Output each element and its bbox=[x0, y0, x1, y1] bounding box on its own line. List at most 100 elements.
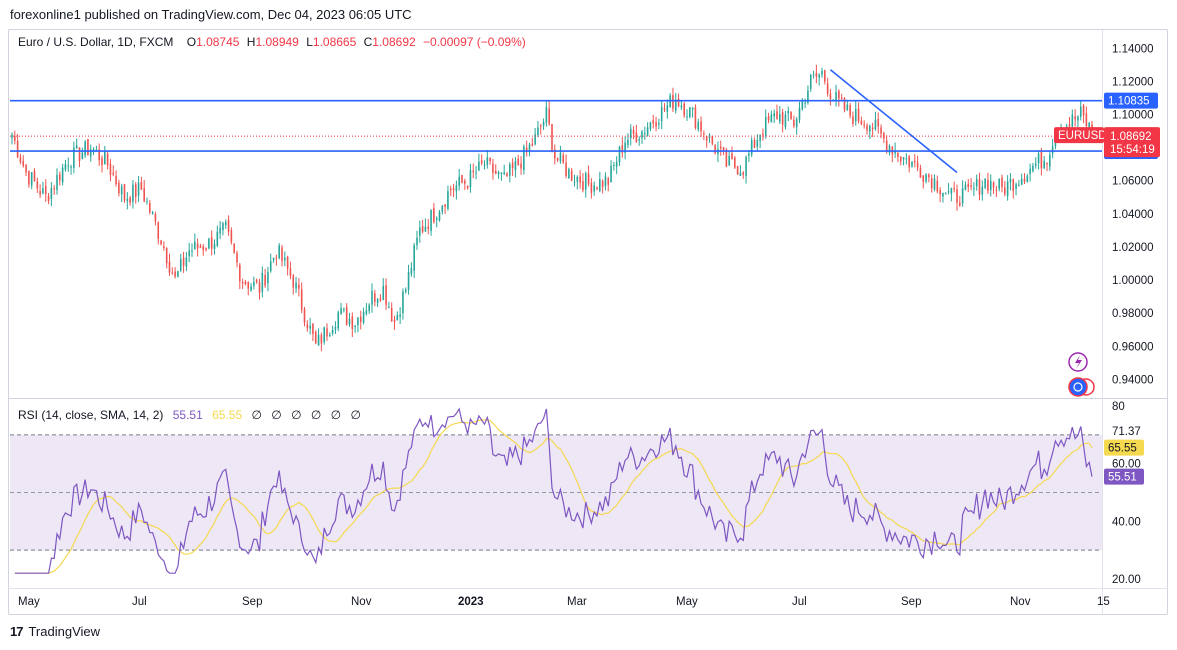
candle-body bbox=[59, 174, 61, 181]
candle bbox=[160, 239, 162, 246]
candle-body bbox=[421, 226, 424, 232]
candle bbox=[781, 108, 784, 133]
candle-body bbox=[824, 70, 826, 82]
rsi-tag: 55.51 bbox=[1104, 468, 1144, 485]
time-tick-label: May bbox=[676, 596, 698, 608]
candle bbox=[219, 220, 221, 240]
candle bbox=[132, 180, 134, 209]
footer-brand[interactable]: 17 TradingView bbox=[10, 624, 100, 639]
candle-body bbox=[950, 188, 953, 194]
candle-body bbox=[956, 189, 958, 203]
candle bbox=[247, 281, 250, 296]
rsi-value: 55.51 bbox=[172, 408, 203, 422]
candle bbox=[275, 254, 278, 266]
candle-body bbox=[253, 281, 255, 286]
candle bbox=[168, 253, 171, 276]
candle bbox=[700, 116, 702, 137]
candle-body bbox=[610, 165, 612, 183]
candle bbox=[424, 218, 427, 232]
candle bbox=[466, 185, 469, 190]
candle bbox=[1082, 104, 1085, 124]
calendar-flag-icon[interactable] bbox=[1068, 377, 1095, 397]
candle-body bbox=[815, 72, 818, 77]
candle-body bbox=[368, 304, 370, 312]
candle bbox=[1020, 173, 1023, 186]
candle-body bbox=[646, 127, 649, 136]
candle-body bbox=[1088, 122, 1090, 128]
candle-body bbox=[613, 164, 615, 166]
candle bbox=[849, 103, 851, 119]
candle-body bbox=[641, 131, 643, 138]
candle bbox=[604, 172, 607, 191]
candle bbox=[1079, 100, 1082, 121]
candle-body bbox=[691, 107, 694, 110]
candle-body bbox=[25, 164, 27, 173]
candle bbox=[382, 278, 385, 301]
candle bbox=[930, 174, 933, 193]
candle-body bbox=[781, 112, 784, 125]
candle bbox=[514, 156, 517, 178]
candle-body bbox=[759, 134, 761, 142]
candle bbox=[317, 328, 320, 346]
candle bbox=[438, 209, 441, 222]
candle-body bbox=[247, 281, 250, 289]
candle-body bbox=[213, 243, 216, 249]
candle-body bbox=[804, 102, 806, 104]
candle-body bbox=[1068, 124, 1071, 127]
candle-body bbox=[590, 182, 593, 193]
candle-body bbox=[120, 186, 123, 195]
candle-body bbox=[441, 205, 444, 212]
rsi-label[interactable]: RSI (14, close, SMA, 14, 2) bbox=[18, 408, 164, 422]
candle bbox=[767, 112, 770, 124]
candle-body bbox=[430, 209, 432, 231]
candle-body bbox=[846, 104, 849, 110]
candle-body bbox=[562, 155, 565, 163]
candle-body bbox=[776, 111, 778, 119]
candle-body bbox=[174, 271, 176, 277]
candle-body bbox=[649, 122, 652, 129]
candle-body bbox=[151, 212, 154, 214]
candle-body bbox=[812, 74, 815, 76]
rsi-line bbox=[14, 407, 1093, 574]
candle-body bbox=[936, 180, 939, 192]
candle-body bbox=[464, 180, 466, 184]
candle bbox=[480, 154, 483, 166]
price-legend: Euro / U.S. Dollar, 1D, FXCM O1.08745 H1… bbox=[18, 35, 526, 49]
lightning-icon[interactable] bbox=[1068, 352, 1088, 372]
candle bbox=[1018, 179, 1020, 187]
candle-body bbox=[264, 274, 266, 286]
candle-body bbox=[705, 136, 708, 141]
candle bbox=[81, 147, 84, 160]
candle bbox=[410, 262, 413, 277]
candle-body bbox=[565, 162, 567, 177]
candle-body bbox=[112, 172, 115, 175]
candle-body bbox=[73, 147, 75, 169]
candle bbox=[705, 135, 708, 148]
candle bbox=[944, 192, 947, 195]
upper-level-tag-text: 1.10835 bbox=[1108, 96, 1150, 108]
candle-body bbox=[866, 125, 868, 131]
candle-body bbox=[1006, 181, 1009, 197]
symbol-label[interactable]: Euro / U.S. Dollar, 1D, FXCM bbox=[18, 35, 174, 49]
candle-body bbox=[587, 173, 590, 184]
candle bbox=[939, 187, 941, 203]
candle bbox=[149, 199, 151, 215]
candle bbox=[959, 195, 961, 207]
candle bbox=[281, 244, 283, 267]
candle-body bbox=[39, 190, 41, 195]
candle bbox=[163, 241, 165, 251]
candle bbox=[936, 175, 939, 194]
candle-body bbox=[652, 120, 655, 124]
candle-body bbox=[244, 281, 247, 285]
candle bbox=[863, 120, 865, 129]
candle bbox=[50, 182, 53, 207]
candle bbox=[902, 156, 905, 166]
rsi-legend: RSI (14, close, SMA, 14, 2) 55.51 65.55 … bbox=[18, 408, 361, 422]
candle bbox=[303, 306, 306, 327]
price-tick-label: 1.06000 bbox=[1112, 176, 1154, 188]
symbol-tag-text: EURUSD bbox=[1058, 130, 1107, 142]
candle bbox=[894, 142, 896, 158]
candle bbox=[1004, 181, 1006, 197]
candle-body bbox=[292, 275, 295, 288]
